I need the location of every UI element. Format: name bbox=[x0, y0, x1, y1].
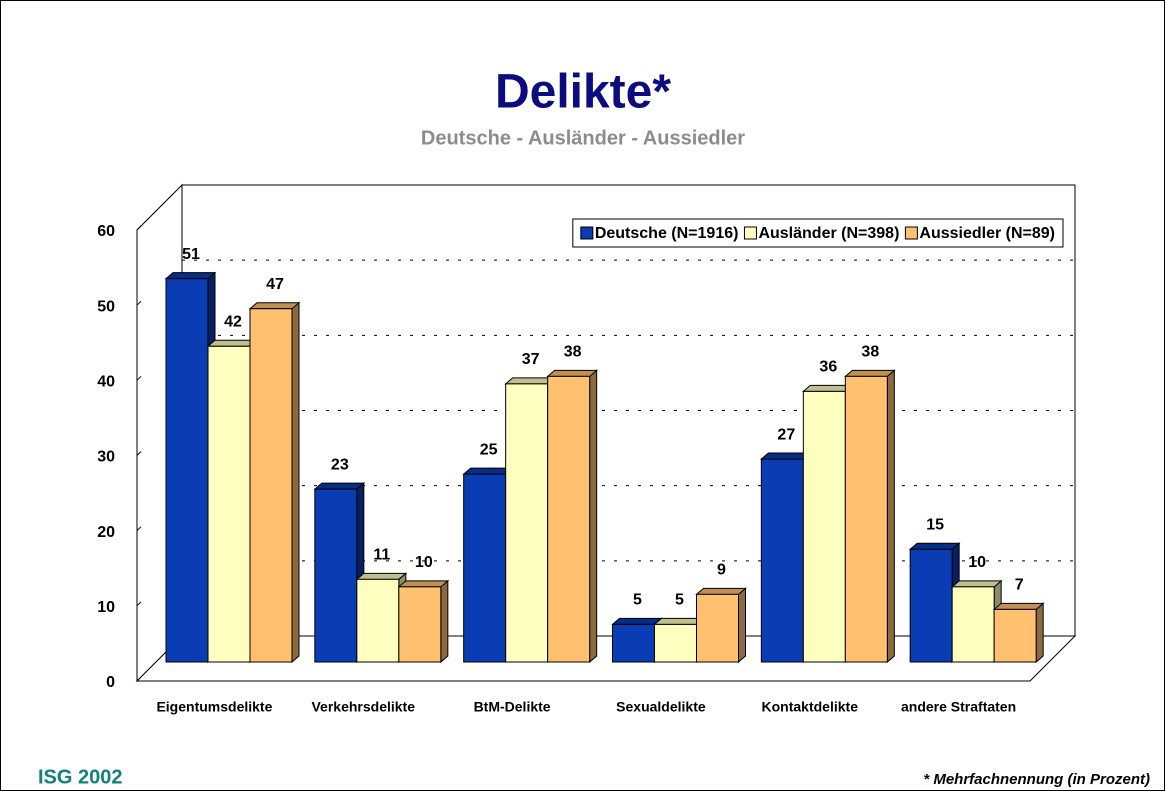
value-label: 27 bbox=[777, 426, 795, 443]
bar-side bbox=[440, 579, 449, 664]
legend-label: Deutsche (N=1916) bbox=[595, 225, 739, 242]
bar-front bbox=[993, 608, 1037, 663]
note: * Mehrfachnennung (in Prozent) bbox=[923, 771, 1150, 788]
bar-top bbox=[397, 580, 450, 588]
bar-front bbox=[844, 375, 888, 663]
bar-front bbox=[463, 473, 507, 663]
bar-front bbox=[314, 488, 358, 663]
bar-top bbox=[164, 272, 217, 280]
y-tick-label: 60 bbox=[97, 223, 115, 240]
bar-top bbox=[950, 580, 1003, 588]
x-tick-label: Verkehrsdelikte bbox=[311, 699, 415, 715]
legend: Deutsche (N=1916) Ausländer (N=398) Aussie… bbox=[572, 218, 1064, 248]
bar-front bbox=[760, 458, 804, 663]
bar-front bbox=[696, 593, 739, 663]
tick-mark bbox=[136, 225, 142, 231]
bar-side bbox=[291, 301, 300, 664]
bar-front bbox=[802, 390, 846, 663]
bar-top bbox=[611, 617, 663, 625]
bar-front bbox=[505, 383, 549, 663]
value-label: 38 bbox=[861, 344, 879, 361]
bar-front bbox=[249, 308, 293, 663]
bar bbox=[248, 301, 301, 664]
value-label: 10 bbox=[968, 554, 986, 571]
value-label: 47 bbox=[266, 276, 284, 293]
x-tick-label: Sexualdelikte bbox=[616, 699, 706, 715]
value-label: 5 bbox=[633, 592, 642, 609]
legend-label: Aussiedler (N=89) bbox=[919, 225, 1055, 242]
bar-side bbox=[886, 369, 895, 664]
bar-top bbox=[843, 369, 896, 377]
bar bbox=[397, 579, 450, 664]
bar-front bbox=[654, 623, 697, 663]
x-tick-label: BtM-Delikte bbox=[474, 699, 551, 715]
bar-front bbox=[612, 623, 655, 663]
bar-top bbox=[355, 572, 408, 580]
bar-side bbox=[738, 587, 746, 664]
tick-mark bbox=[136, 526, 142, 532]
legend-label: Ausländer (N=398) bbox=[758, 225, 899, 242]
bar-top bbox=[546, 369, 599, 377]
bar-front bbox=[398, 586, 442, 663]
bar-side bbox=[1035, 602, 1044, 664]
bar-front bbox=[165, 278, 209, 663]
y-tick-label: 0 bbox=[106, 674, 115, 691]
bar bbox=[313, 482, 366, 664]
tick-mark bbox=[136, 300, 142, 306]
value-label: 9 bbox=[717, 562, 726, 579]
value-label: 38 bbox=[564, 344, 582, 361]
x-tick-label: Eigentumsdelikte bbox=[156, 699, 272, 715]
bar-front bbox=[909, 548, 953, 663]
source: ISG 2002 bbox=[38, 766, 123, 788]
bar-top bbox=[695, 587, 747, 595]
bar-top bbox=[248, 302, 301, 310]
bar-side bbox=[589, 369, 598, 664]
y-tick-label: 10 bbox=[97, 599, 115, 616]
value-label: 42 bbox=[224, 314, 242, 331]
bar-front bbox=[207, 345, 251, 663]
legend-box bbox=[572, 218, 1064, 248]
tick-mark bbox=[136, 601, 142, 607]
value-label: 25 bbox=[480, 441, 498, 458]
tick-mark bbox=[136, 451, 142, 456]
chart-title: Delikte* bbox=[495, 66, 671, 119]
bar bbox=[843, 369, 896, 664]
x-tick-label: Kontaktdelikte bbox=[762, 699, 859, 715]
value-label: 15 bbox=[926, 516, 944, 533]
tick-mark bbox=[136, 676, 142, 682]
chart-subtitle: Deutsche - Ausländer - Aussiedler bbox=[421, 127, 745, 149]
value-label: 51 bbox=[182, 246, 200, 263]
legend-swatch bbox=[904, 226, 918, 240]
bar-top bbox=[992, 602, 1045, 610]
bar-top bbox=[313, 482, 366, 490]
legend-swatch bbox=[743, 226, 757, 240]
value-label: 7 bbox=[1015, 577, 1024, 594]
value-label: 5 bbox=[675, 592, 684, 609]
bar-front bbox=[356, 578, 400, 663]
bar bbox=[992, 602, 1045, 664]
value-label: 37 bbox=[522, 351, 540, 368]
value-label: 23 bbox=[331, 456, 349, 473]
bar bbox=[695, 587, 747, 664]
bar-front bbox=[547, 375, 591, 663]
value-label: 11 bbox=[373, 547, 390, 564]
bar-front bbox=[951, 586, 995, 663]
bar bbox=[546, 369, 599, 664]
value-label: 10 bbox=[415, 554, 433, 571]
x-tick-label: andere Straftaten bbox=[901, 699, 1016, 715]
value-label: 36 bbox=[819, 359, 837, 376]
bar-top bbox=[908, 542, 961, 550]
tick-mark bbox=[136, 375, 142, 381]
legend-swatch bbox=[580, 226, 594, 240]
y-tick-label: 20 bbox=[97, 524, 115, 541]
y-tick-label: 50 bbox=[97, 298, 115, 315]
y-tick-label: 30 bbox=[97, 449, 115, 466]
y-tick-label: 40 bbox=[97, 374, 115, 391]
